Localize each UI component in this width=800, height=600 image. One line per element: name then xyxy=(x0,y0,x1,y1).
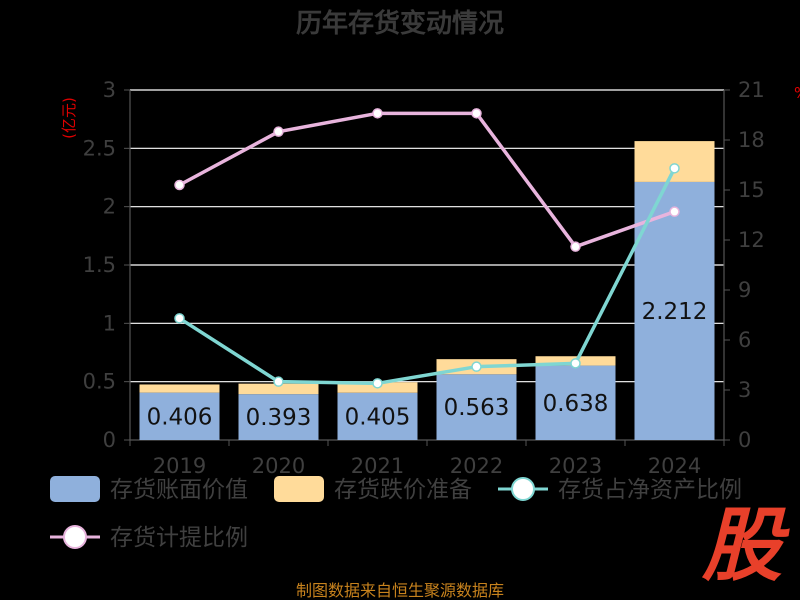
line-series xyxy=(174,108,680,389)
right-axis-tick-label: 21 xyxy=(738,78,765,102)
provision-ratio-point xyxy=(669,206,680,217)
right-axis-tick-label: 6 xyxy=(738,328,751,352)
left-axis-unit: (亿元) xyxy=(60,97,78,139)
provision-legend-label: 存货跌价准备 xyxy=(334,477,472,503)
net-asset-ratio-point xyxy=(669,163,680,174)
provision-ratio-point xyxy=(570,241,581,252)
right-axis-tick-label: 0 xyxy=(738,428,751,452)
bar-series xyxy=(139,141,715,440)
book-value-legend-label: 存货账面价值 xyxy=(110,477,248,503)
bar-book-value xyxy=(337,392,418,440)
data-labels: 0.406 0.393 0.405 0.563 0.638 2.212 xyxy=(147,299,708,431)
bar-impairment-provision xyxy=(238,383,319,395)
provision-ratio-point xyxy=(273,126,284,137)
provision-ratio-legend-marker xyxy=(63,525,87,549)
bar-book-value xyxy=(634,181,715,440)
bar-value-label: 2.212 xyxy=(642,299,708,325)
right-axis-unit: % xyxy=(794,84,800,102)
bar-impairment-provision xyxy=(139,384,220,393)
x-axis-tick-label: 2020 xyxy=(252,454,305,478)
provision-ratio-line xyxy=(178,111,676,249)
net-asset-ratio-point xyxy=(174,313,185,324)
provision-legend-swatch xyxy=(274,476,324,502)
net-asset-ratio-point xyxy=(273,376,284,387)
x-axis-tick-label: 2022 xyxy=(450,454,503,478)
net-asset-ratio-point xyxy=(372,378,383,389)
net-asset-ratio-point xyxy=(471,361,482,372)
bar-value-label: 0.563 xyxy=(444,395,510,421)
data-source-note: 制图数据来自恒生聚源数据库 xyxy=(296,581,504,600)
left-axis-tick-label: 2 xyxy=(103,195,116,219)
book-value-legend-swatch xyxy=(50,476,100,502)
bar-book-value xyxy=(139,392,220,440)
x-axis-tick-label: 2019 xyxy=(153,454,206,478)
brand-logo: 股 xyxy=(701,499,790,592)
net-asset-ratio-legend-label: 存货占净资产比例 xyxy=(558,477,742,503)
left-axis-tick-label: 3 xyxy=(103,78,116,102)
left-axis-tick-label: 2.5 xyxy=(83,136,116,160)
right-axis-tick-label: 18 xyxy=(738,128,765,152)
x-axis-tick-label: 2021 xyxy=(351,454,404,478)
bar-book-value xyxy=(238,394,319,440)
bar-value-label: 0.638 xyxy=(543,391,609,417)
provision-ratio-legend-label: 存货计提比例 xyxy=(110,525,248,551)
bar-book-value xyxy=(535,365,616,440)
left-axis-tick-label: 0 xyxy=(103,428,116,452)
right-axis-tick-label: 12 xyxy=(738,228,765,252)
left-axis-tick-label: 0.5 xyxy=(83,370,116,394)
grid-lines xyxy=(130,89,724,383)
bar-book-value xyxy=(436,374,517,440)
axes: 0 0.5 1 1.5 2 2.5 3 0 3 6 9 12 15 18 21 2019 2020 2021 202… xyxy=(83,78,765,478)
left-axis-tick-label: 1.5 xyxy=(83,253,116,277)
provision-ratio-point xyxy=(471,108,482,119)
provision-ratio-point xyxy=(372,108,383,119)
x-axis-tick-label: 2024 xyxy=(648,454,701,478)
right-axis-tick-label: 15 xyxy=(738,178,765,202)
bar-value-label: 0.405 xyxy=(345,404,411,430)
net-asset-ratio-legend-marker xyxy=(511,477,535,501)
bar-value-label: 0.406 xyxy=(147,404,213,430)
provision-ratio-point xyxy=(174,179,185,191)
bar-impairment-provision xyxy=(634,141,715,182)
bar-value-label: 0.393 xyxy=(246,405,312,431)
net-asset-ratio-line xyxy=(178,167,677,386)
right-axis-tick-label: 3 xyxy=(738,378,751,402)
x-axis-tick-label: 2023 xyxy=(549,454,602,478)
net-asset-ratio-point xyxy=(570,358,581,369)
right-axis-tick-label: 9 xyxy=(738,278,751,302)
chart-title: 历年存货变动情况 xyxy=(296,8,504,39)
left-axis-tick-label: 1 xyxy=(103,311,116,335)
